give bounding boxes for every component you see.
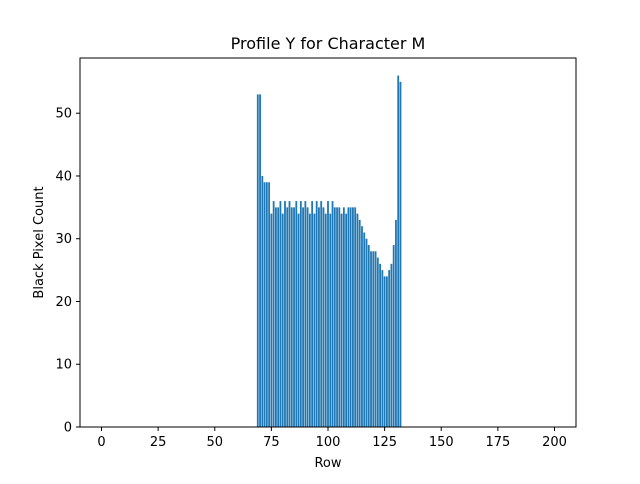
- bar-row-90: [304, 201, 307, 427]
- bar-row-94: [313, 213, 316, 427]
- x-tick-label-0: 0: [97, 435, 105, 450]
- bar-row-93: [311, 201, 314, 427]
- bar-row-107: [342, 207, 345, 427]
- bar-row-70: [259, 94, 261, 428]
- bar-row-109: [347, 207, 350, 427]
- x-axis-label: Row: [314, 456, 341, 471]
- bar-row-86: [295, 201, 298, 427]
- bar-row-100: [327, 201, 329, 427]
- bar-row-122: [376, 257, 379, 427]
- bar-row-72: [263, 182, 266, 427]
- bar-row-73: [265, 182, 268, 427]
- x-tick-label-175: 175: [485, 435, 510, 450]
- bar-row-99: [324, 213, 327, 427]
- bar-row-95: [315, 201, 318, 427]
- y-tick-label-50: 50: [55, 107, 72, 122]
- x-tick-label-75: 75: [263, 435, 280, 450]
- bar-row-117: [365, 238, 368, 427]
- y-tick-label-30: 30: [55, 232, 72, 247]
- bar-row-105: [338, 207, 341, 427]
- bar-row-91: [306, 207, 309, 427]
- bar-row-81: [284, 201, 286, 427]
- bar-row-111: [352, 207, 354, 427]
- bar-row-112: [354, 207, 357, 427]
- bar-row-113: [356, 213, 359, 427]
- bars-group: [256, 75, 402, 428]
- bar-row-74: [268, 182, 271, 427]
- bar-row-103: [333, 207, 336, 427]
- bar-row-102: [331, 201, 334, 427]
- x-tick-label-200: 200: [542, 435, 567, 450]
- bar-row-110: [349, 207, 352, 427]
- y-tick-label-20: 20: [55, 295, 72, 310]
- chart-title: Profile Y for Character M: [231, 34, 426, 53]
- bar-row-83: [288, 201, 291, 427]
- bar-row-115: [361, 226, 363, 427]
- x-tick-label-150: 150: [429, 435, 454, 450]
- bar-row-125: [383, 276, 386, 427]
- x-tick-label-25: 25: [150, 435, 167, 450]
- x-ticks-group: 0 25 50 75 100 125 150 175 200: [97, 427, 567, 450]
- bar-row-88: [299, 201, 302, 427]
- bar-row-119: [370, 251, 372, 427]
- bar-row-104: [336, 207, 338, 427]
- bar-row-116: [363, 232, 366, 427]
- bar-row-79: [279, 201, 282, 427]
- bar-row-77: [275, 207, 277, 427]
- bar-row-85: [293, 207, 295, 427]
- bar-row-78: [277, 207, 280, 427]
- bar-row-129: [392, 245, 395, 427]
- y-ticks-group: 0 10 20 30 40 50: [55, 107, 80, 436]
- bar-row-97: [320, 201, 323, 427]
- bar-row-130: [395, 219, 397, 427]
- bar-row-87: [297, 213, 300, 427]
- bar-row-76: [272, 201, 275, 427]
- bar-row-89: [302, 207, 304, 427]
- y-tick-label-10: 10: [55, 358, 72, 373]
- bar-row-131: [397, 75, 400, 427]
- bar-row-120: [372, 251, 375, 427]
- bar-row-96: [318, 207, 320, 427]
- y-tick-label-40: 40: [55, 169, 72, 184]
- bar-row-128: [390, 263, 393, 427]
- y-axis-label: Black Pixel Count: [32, 186, 47, 298]
- bar-row-82: [286, 207, 289, 427]
- bar-row-101: [329, 213, 332, 427]
- bar-row-114: [358, 219, 361, 427]
- bar-row-126: [385, 276, 388, 427]
- bar-row-69: [256, 94, 259, 428]
- bar-row-118: [367, 245, 370, 427]
- bar-row-108: [345, 213, 348, 427]
- bar-row-123: [379, 263, 381, 427]
- bar-row-132: [399, 81, 402, 427]
- bar-row-71: [261, 175, 264, 427]
- x-tick-label-125: 125: [372, 435, 397, 450]
- bar-row-80: [281, 213, 284, 427]
- x-tick-label-100: 100: [316, 435, 341, 450]
- y-tick-label-0: 0: [64, 421, 72, 436]
- bar-row-127: [388, 270, 391, 427]
- x-tick-label-50: 50: [206, 435, 223, 450]
- bar-row-98: [322, 207, 325, 427]
- bar-row-121: [374, 251, 377, 427]
- bar-row-124: [381, 270, 384, 427]
- bar-row-75: [270, 213, 273, 427]
- bar-row-84: [290, 207, 293, 427]
- bar-row-92: [308, 213, 311, 427]
- bar-row-106: [340, 213, 343, 427]
